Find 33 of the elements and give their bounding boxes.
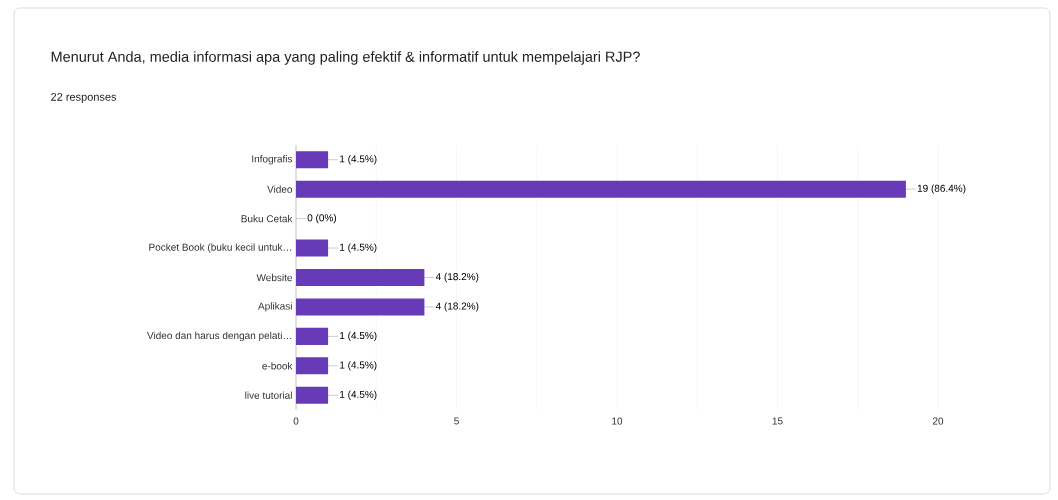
bar — [296, 268, 425, 287]
y-tick-label: live tutorial — [245, 391, 292, 399]
x-tick-label: 15 — [772, 417, 783, 425]
data-label: 1 (4.5%) — [340, 155, 377, 165]
y-tick-label: Video — [267, 185, 293, 193]
x-tick-label: 10 — [612, 417, 623, 425]
bar — [296, 180, 906, 198]
bar — [296, 239, 329, 257]
bar — [296, 327, 329, 345]
x-tick-label: 5 — [454, 417, 459, 425]
text: 22 responses — [51, 93, 117, 103]
data-label: 0 (0%) — [307, 213, 337, 224]
bar — [296, 298, 425, 316]
data-label: 1 (4.5%) — [340, 243, 377, 253]
data-label: 19 (86.4%) — [917, 184, 966, 194]
y-tick-label: Video dan harus dengan pelati… — [147, 331, 292, 342]
y-tick-label: Infografis — [252, 155, 293, 165]
data-label: 4 (18.2%) — [435, 272, 479, 283]
data-label: 1 (4.5%) — [340, 361, 377, 371]
y-tick-label: Website — [256, 273, 293, 282]
x-tick-label: 0 — [293, 417, 299, 425]
data-label: 4 (18.2%) — [435, 302, 479, 312]
y-tick-label: e-book — [262, 362, 293, 370]
bar — [296, 386, 329, 404]
x-tick-label: 20 — [932, 417, 944, 425]
data-label: 1 (4.5%) — [340, 331, 377, 342]
chart-title: Menurut Anda, media informasi apa yang paling efektif & informatif untuk mempelajari RJP? — [51, 51, 640, 65]
y-tick-label: Buku Cetak — [241, 214, 293, 223]
y-tick-label: Pocket Book (buku kecil untuk… — [149, 243, 292, 253]
y-tick-label: Aplikasi — [258, 302, 292, 312]
bar — [296, 357, 329, 375]
bar — [296, 151, 329, 169]
data-label: 1 (4.5%) — [340, 390, 377, 400]
